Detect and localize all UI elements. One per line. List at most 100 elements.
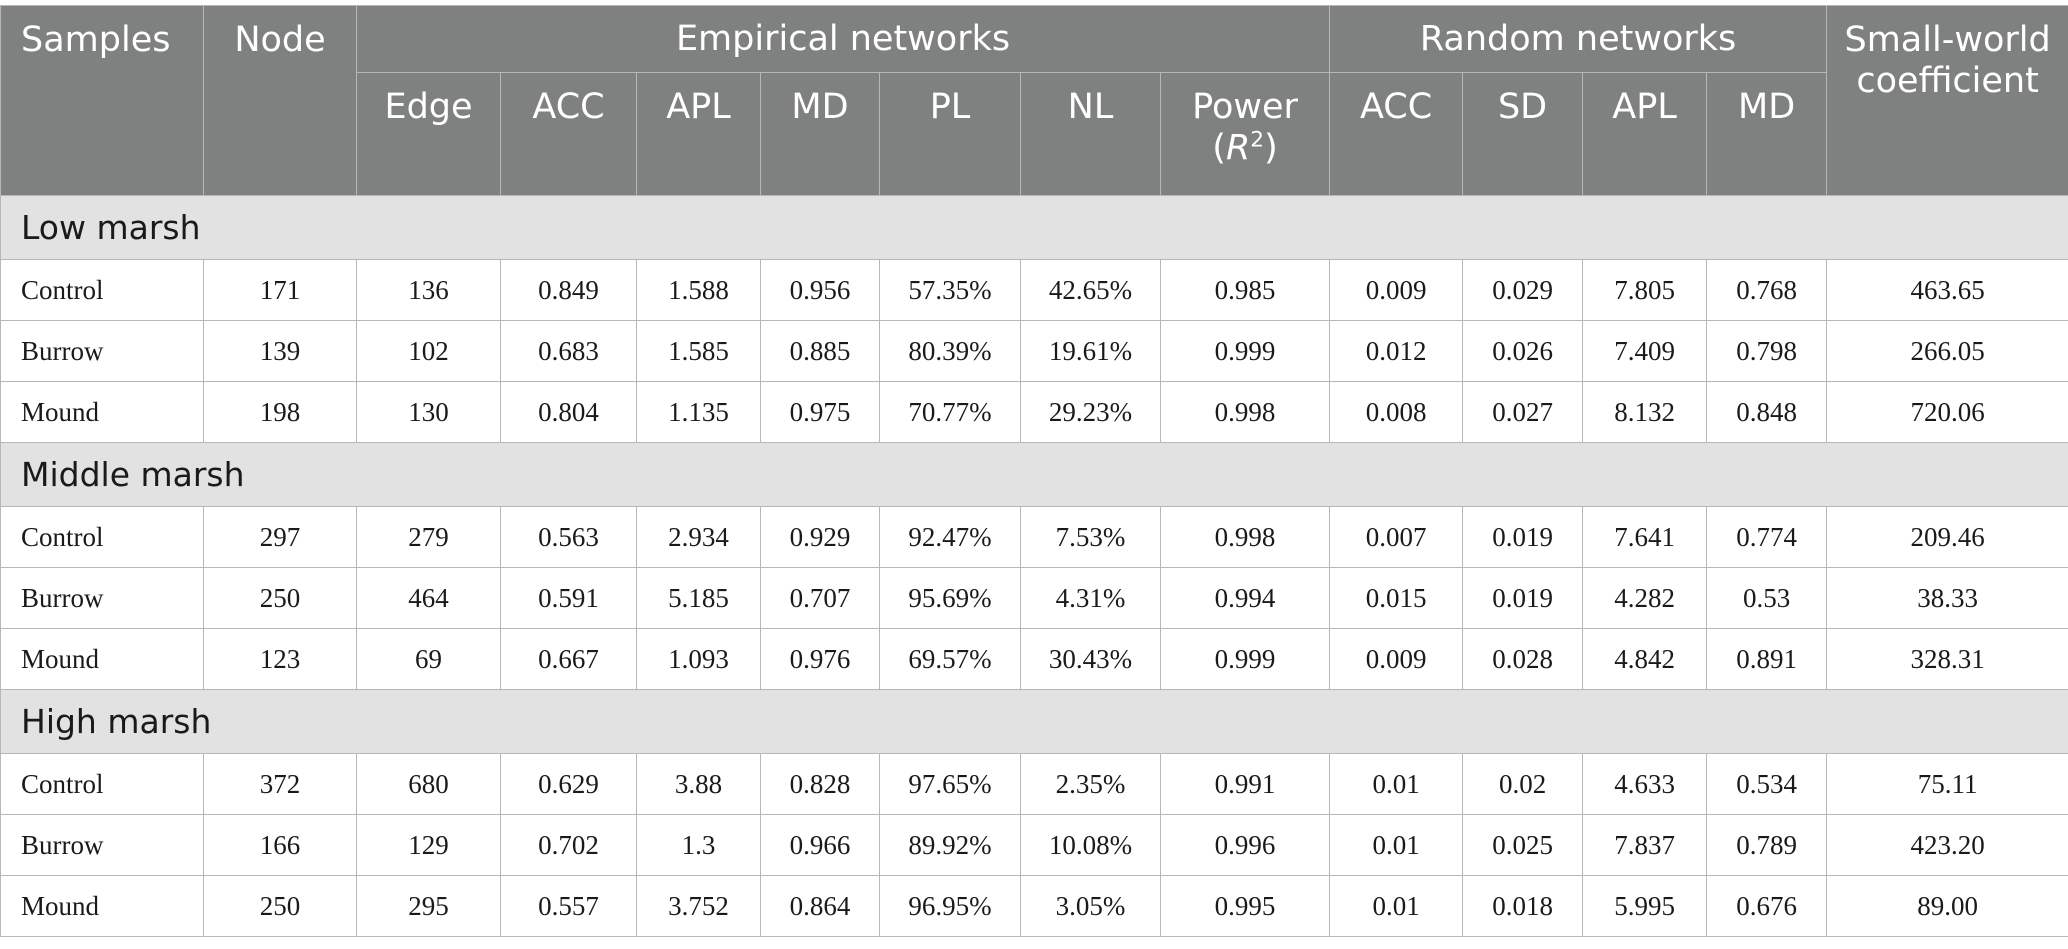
cell-rapl: 7.641: [1582, 506, 1708, 568]
cell-power: 0.994: [1159, 567, 1331, 629]
cell-swc: 423.20: [1826, 814, 2068, 876]
cell-node: 297: [203, 506, 357, 568]
cell-edge: 102: [356, 320, 501, 382]
cell-apl: 3.88: [636, 753, 761, 815]
cell-power: 0.996: [1159, 814, 1331, 876]
table-row: Burrow 166 129 0.702 1.3 0.966 89.92% 10.08% 0.9…: [0, 814, 2068, 876]
cell-racc: 0.007: [1329, 506, 1464, 568]
cell-sd: 0.018: [1462, 875, 1584, 937]
cell-acc: 0.702: [500, 814, 637, 876]
cell-node: 123: [203, 628, 357, 690]
cell-md: 0.975: [760, 381, 880, 443]
cell-edge: 136: [356, 259, 501, 321]
cell-sd: 0.019: [1462, 506, 1584, 568]
cell-apl: 1.093: [636, 628, 761, 690]
header-small-world-coefficient: Small-world coefficient: [1826, 5, 2068, 196]
cell-md: 0.707: [760, 567, 880, 629]
cell-nl: 7.53%: [1020, 506, 1161, 568]
cell-acc: 0.667: [500, 628, 637, 690]
cell-sd: 0.02: [1462, 753, 1584, 815]
cell-pl: 97.65%: [879, 753, 1021, 815]
cell-acc: 0.629: [500, 753, 637, 815]
cell-apl: 1.3: [636, 814, 761, 876]
section-row: Middle marsh: [0, 442, 2068, 507]
cell-rapl: 8.132: [1582, 381, 1708, 443]
cell-edge: 464: [356, 567, 501, 629]
table-header: Samples Node Empirical networks Random n…: [0, 5, 2068, 196]
cell-acc: 0.683: [500, 320, 637, 382]
table-row: Control 297 279 0.563 2.934 0.929 92.47% 7.53% 0…: [0, 506, 2068, 568]
cell-rapl: 7.837: [1582, 814, 1708, 876]
cell-edge: 130: [356, 381, 501, 443]
cell-rmd: 0.798: [1706, 320, 1828, 382]
table-row: Control 372 680 0.629 3.88 0.828 97.65% 2.35% 0.…: [0, 753, 2068, 815]
cell-sample: Control: [0, 259, 204, 321]
cell-nl: 2.35%: [1020, 753, 1161, 815]
cell-sample: Mound: [0, 381, 204, 443]
cell-sample: Mound: [0, 628, 204, 690]
cell-power: 0.985: [1159, 259, 1331, 321]
cell-acc: 0.849: [500, 259, 637, 321]
cell-rapl: 4.842: [1582, 628, 1708, 690]
cell-sample: Burrow: [0, 567, 204, 629]
cell-md: 0.966: [760, 814, 880, 876]
cell-acc: 0.804: [500, 381, 637, 443]
cell-rmd: 0.676: [1706, 875, 1828, 937]
cell-apl: 1.588: [636, 259, 761, 321]
cell-nl: 42.65%: [1020, 259, 1161, 321]
cell-racc: 0.008: [1329, 381, 1464, 443]
cell-md: 0.885: [760, 320, 880, 382]
table-row: Mound 123 69 0.667 1.093 0.976 69.57% 30.43% 0.9…: [0, 628, 2068, 690]
cell-sd: 0.029: [1462, 259, 1584, 321]
cell-rapl: 7.805: [1582, 259, 1708, 321]
cell-apl: 5.185: [636, 567, 761, 629]
header-random-md: MD: [1706, 72, 1828, 196]
header-empirical-networks: Empirical networks: [355, 5, 1331, 73]
section-title: Middle marsh: [0, 442, 2068, 507]
header-empirical-md: MD: [760, 72, 880, 196]
cell-swc: 463.65: [1826, 259, 2068, 321]
cell-sd: 0.025: [1462, 814, 1584, 876]
header-empirical-acc: ACC: [500, 72, 637, 196]
cell-node: 171: [203, 259, 357, 321]
cell-nl: 4.31%: [1020, 567, 1161, 629]
cell-acc: 0.591: [500, 567, 637, 629]
cell-apl: 1.585: [636, 320, 761, 382]
header-empirical-apl: APL: [636, 72, 761, 196]
cell-power: 0.998: [1159, 381, 1331, 443]
cell-racc: 0.01: [1329, 875, 1464, 937]
table-row: Mound 198 130 0.804 1.135 0.975 70.77% 29.23% 0.…: [0, 381, 2068, 443]
header-power: Power (R2): [1159, 72, 1331, 196]
cell-node: 166: [203, 814, 357, 876]
cell-node: 250: [203, 567, 357, 629]
cell-racc: 0.012: [1329, 320, 1464, 382]
cell-swc: 75.11: [1826, 753, 2068, 815]
header-pl: PL: [879, 72, 1021, 196]
header-samples: Samples: [0, 5, 204, 196]
section-title: Low marsh: [0, 195, 2068, 260]
cell-rmd: 0.53: [1706, 567, 1828, 629]
table-row: Burrow 250 464 0.591 5.185 0.707 95.69% 4.31% 0.…: [0, 567, 2068, 629]
header-power-label: Power: [1192, 87, 1298, 127]
network-properties-table: Samples Node Empirical networks Random n…: [0, 5, 2068, 937]
cell-swc: 720.06: [1826, 381, 2068, 443]
cell-sd: 0.019: [1462, 567, 1584, 629]
cell-edge: 279: [356, 506, 501, 568]
cell-rapl: 4.282: [1582, 567, 1708, 629]
cell-pl: 69.57%: [879, 628, 1021, 690]
cell-racc: 0.01: [1329, 814, 1464, 876]
cell-edge: 680: [356, 753, 501, 815]
cell-sample: Control: [0, 753, 204, 815]
header-random-acc: ACC: [1329, 72, 1464, 196]
cell-nl: 29.23%: [1020, 381, 1161, 443]
cell-pl: 95.69%: [879, 567, 1021, 629]
cell-swc: 266.05: [1826, 320, 2068, 382]
cell-acc: 0.563: [500, 506, 637, 568]
cell-edge: 295: [356, 875, 501, 937]
cell-rmd: 0.891: [1706, 628, 1828, 690]
table-row: Mound 250 295 0.557 3.752 0.864 96.95% 3.05% 0.9…: [0, 875, 2068, 937]
cell-swc: 328.31: [1826, 628, 2068, 690]
cell-swc: 89.00: [1826, 875, 2068, 937]
header-nl: NL: [1020, 72, 1161, 196]
section-title: High marsh: [0, 689, 2068, 754]
